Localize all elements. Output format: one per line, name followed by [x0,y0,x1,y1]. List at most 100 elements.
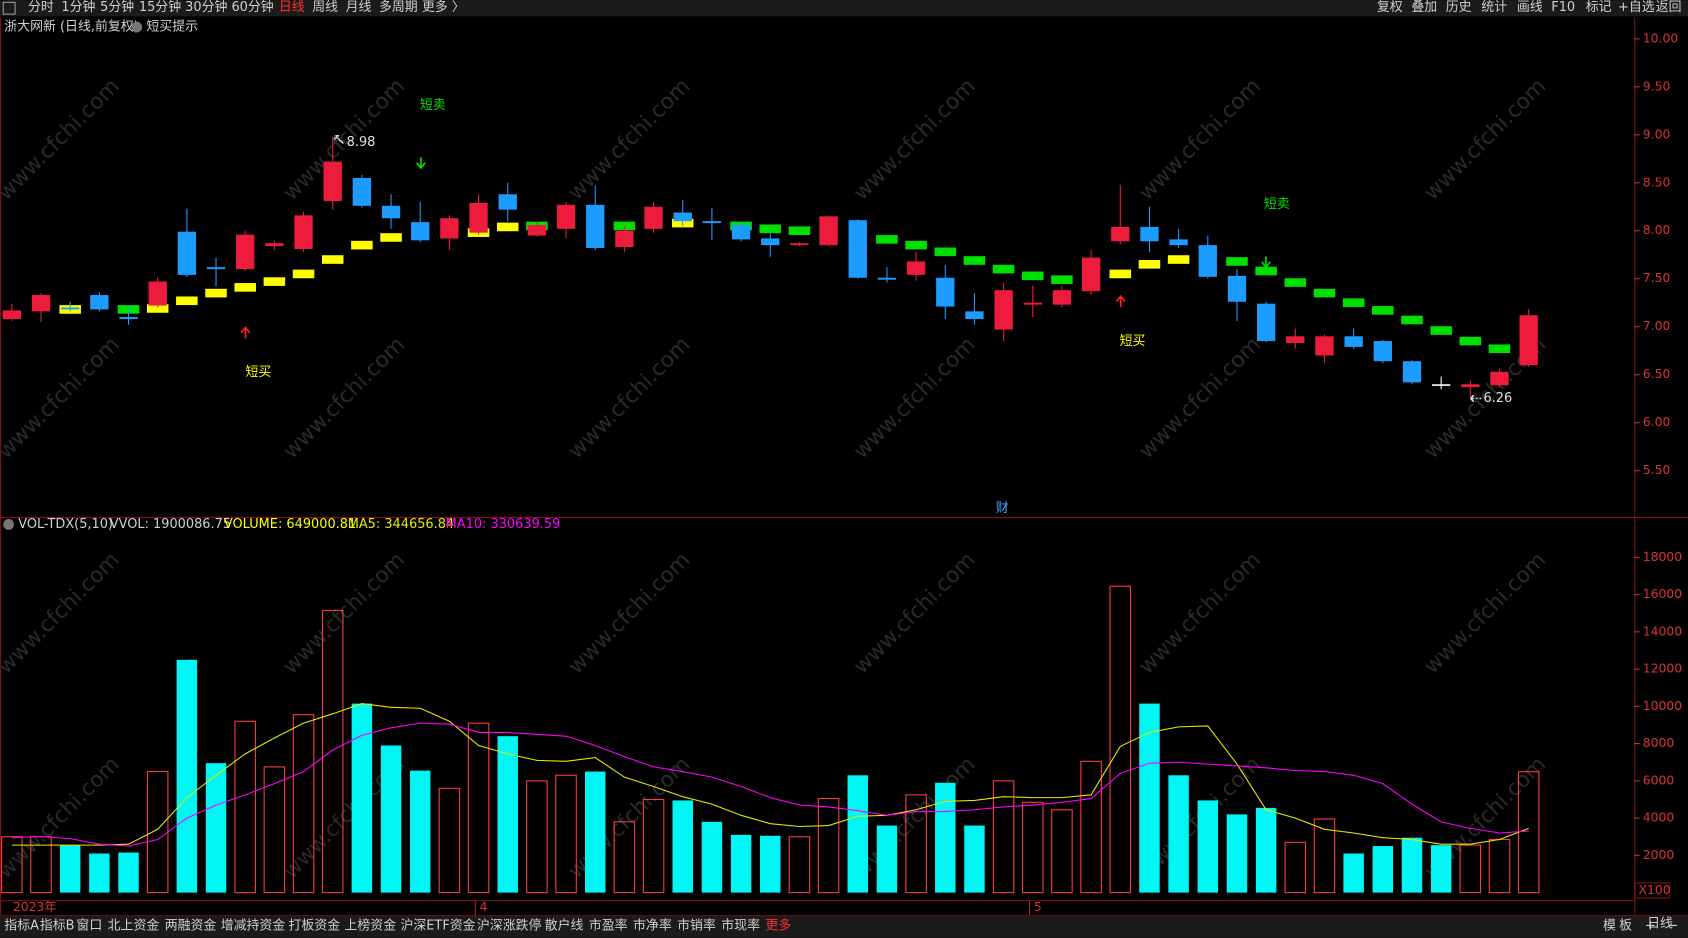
toolbar-item[interactable]: 周线 [312,0,338,15]
signal-bar [1109,269,1132,279]
tab[interactable]: 市盈率 [589,917,628,933]
tab-tool[interactable]: + [1645,918,1656,933]
watermark: www.cfchi.com [564,548,696,680]
candle-body [1198,245,1217,277]
toolbar-item[interactable]: 分时 [28,0,54,15]
tab[interactable]: 指标B [40,918,75,933]
signal-bar [1022,271,1044,281]
vol-icon[interactable] [3,519,14,530]
menu-icon[interactable] [2,1,16,15]
signal-bar [1138,260,1161,269]
toolbar-item[interactable]: 5分钟 [100,0,134,15]
candle-body [148,281,167,306]
candle-body [1081,257,1101,292]
signal-bar [351,240,373,250]
tab[interactable]: 增减持资金 [221,917,286,933]
volume-bar [585,771,606,893]
candle-body [1402,361,1422,383]
y-tick-label: 12000 [1643,662,1682,676]
candle-body [1111,226,1130,242]
ma-line [11,703,1529,846]
toolbar-item[interactable]: 叠加 [1411,0,1437,15]
tab[interactable]: 窗口 [76,917,102,933]
indicator-icon[interactable] [131,21,143,33]
toolbar-item[interactable]: 更多 〉 [422,0,465,15]
volume-bar [146,771,169,894]
candle-body [265,243,284,247]
signal-bar [1372,306,1394,315]
signal-bar [992,264,1015,274]
toolbar-item[interactable]: 标记 [1586,0,1612,15]
annotation: 8.98 [347,135,376,150]
candle-body [615,230,634,248]
volume-bar [89,853,110,893]
tab[interactable]: 更多 [765,918,791,933]
toolbar-item[interactable]: 日线 [279,0,305,15]
signal-bar [263,277,286,286]
x-tick-label: 2023年 [13,900,57,914]
candle-body [498,194,517,210]
toolbar-item[interactable]: F10 [1551,0,1575,15]
volume-bar [642,798,665,894]
y-tick-label: 10.00 [1643,31,1679,45]
candle-body [1286,336,1305,344]
tab[interactable]: 指标A [4,918,39,933]
candle-body [177,231,197,275]
tab[interactable]: 市净率 [633,917,672,933]
y-tick-label: 16000 [1643,587,1682,601]
tab[interactable]: 打板资金 [289,917,341,933]
tab[interactable]: 两融资金 [165,917,217,933]
candle-body [1023,302,1042,305]
volume-bar [292,714,315,894]
volume-bar [1459,844,1482,894]
tab[interactable]: 沪深ETF资金 [400,917,475,933]
signal-bar [1051,275,1073,284]
tab[interactable]: 市销率 [677,917,716,933]
unit-label: X100 [1638,883,1670,897]
toolbar-item[interactable]: 60分钟 [231,0,273,15]
toolbar-item[interactable]: 画线 [1517,0,1543,15]
tab[interactable]: 散户线 [545,917,584,933]
toolbar-item[interactable]: 1分钟 [61,0,95,15]
volume-bar [263,766,286,894]
candle-body [61,307,80,310]
toolbar-item[interactable]: 返回 [1656,0,1682,15]
toolbar-item[interactable]: 30分钟 [185,0,227,15]
tab[interactable]: 沪深涨跌停 [477,917,542,933]
candle-body [1315,336,1334,356]
volume-bar [59,845,81,893]
volume-bar [760,835,781,893]
period: 日线 [1647,916,1673,931]
tab-tool[interactable]: − [1668,918,1679,933]
toolbar-item[interactable]: 月线 [346,0,372,15]
volume-bar [555,774,577,894]
signal-bar [1167,255,1190,264]
volume-bar [234,720,256,894]
y-tick-label: 14000 [1643,624,1682,638]
tab[interactable]: 上榜资金 [344,917,396,933]
toolbar-item[interactable]: +自选 [1618,0,1655,15]
candle-body [731,224,751,240]
y-tick-label: 5.50 [1643,463,1671,477]
toolbar-item[interactable]: 多周期 [379,0,418,15]
signal-bar [876,235,898,244]
ma-line [11,722,1529,847]
candle-body [1140,226,1159,242]
tab-tool[interactable]: 模 [1603,918,1616,933]
y-tick-label: 6.50 [1643,367,1671,381]
candle-body [323,161,342,202]
toolbar-item[interactable]: 15分钟 [139,0,181,15]
toolbar-item[interactable]: 统计 [1481,0,1507,15]
toolbar-item[interactable]: 历史 [1446,0,1472,15]
toolbar-bg [0,0,1688,17]
tab[interactable]: 市现率 [721,917,760,933]
tab-tool[interactable]: 板 [1619,918,1632,933]
frame [0,17,1688,917]
volume-bar [672,800,693,893]
tab[interactable]: 北上资金 [108,917,160,933]
candle-body [1169,239,1188,246]
signal-bar [146,304,169,313]
toolbar-item[interactable]: 复权 [1377,0,1403,15]
candle-body [352,177,372,206]
